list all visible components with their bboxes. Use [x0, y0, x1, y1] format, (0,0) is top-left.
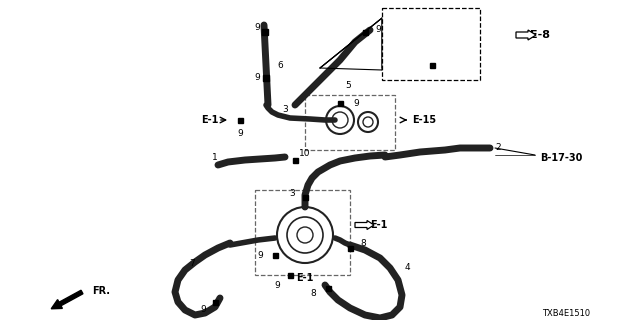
- Text: 7: 7: [189, 259, 195, 268]
- Bar: [326, 285, 330, 291]
- Bar: [287, 273, 292, 277]
- Text: 3: 3: [282, 106, 288, 115]
- Text: B-17-30: B-17-30: [540, 153, 582, 163]
- Bar: [429, 62, 435, 68]
- Bar: [273, 252, 278, 258]
- FancyArrow shape: [516, 30, 536, 40]
- Text: 4: 4: [405, 263, 411, 273]
- FancyArrow shape: [51, 290, 83, 309]
- Text: E-1: E-1: [296, 273, 314, 283]
- Text: 5: 5: [345, 81, 351, 90]
- Text: 9: 9: [353, 99, 359, 108]
- Bar: [212, 300, 218, 305]
- Text: E-15: E-15: [412, 115, 436, 125]
- Text: 9: 9: [275, 281, 280, 290]
- Bar: [263, 75, 269, 81]
- Bar: [237, 117, 243, 123]
- Text: 9: 9: [254, 23, 260, 33]
- Bar: [262, 29, 268, 35]
- Text: 3: 3: [289, 188, 295, 197]
- Bar: [305, 95, 395, 150]
- Text: E-1: E-1: [370, 220, 387, 230]
- Text: FR.: FR.: [92, 286, 110, 296]
- Bar: [255, 190, 350, 275]
- Text: E-1: E-1: [200, 115, 218, 125]
- Text: 9: 9: [200, 306, 206, 315]
- Text: 9: 9: [257, 251, 263, 260]
- Text: TXB4E1510: TXB4E1510: [542, 308, 590, 317]
- Bar: [362, 29, 367, 35]
- Bar: [348, 245, 353, 251]
- Text: 9: 9: [237, 129, 243, 138]
- Text: 6: 6: [277, 60, 283, 69]
- Text: E-8: E-8: [530, 30, 550, 40]
- Text: 9: 9: [254, 74, 260, 83]
- Text: 10: 10: [300, 148, 311, 157]
- Text: 8: 8: [360, 238, 365, 247]
- Text: 2: 2: [495, 143, 500, 153]
- FancyArrow shape: [355, 220, 374, 229]
- Text: 8: 8: [310, 289, 316, 298]
- Bar: [303, 195, 307, 199]
- Bar: [337, 100, 342, 106]
- Bar: [292, 157, 298, 163]
- Text: 9: 9: [375, 26, 381, 35]
- Text: 1: 1: [212, 154, 218, 163]
- Bar: [382, 8, 480, 80]
